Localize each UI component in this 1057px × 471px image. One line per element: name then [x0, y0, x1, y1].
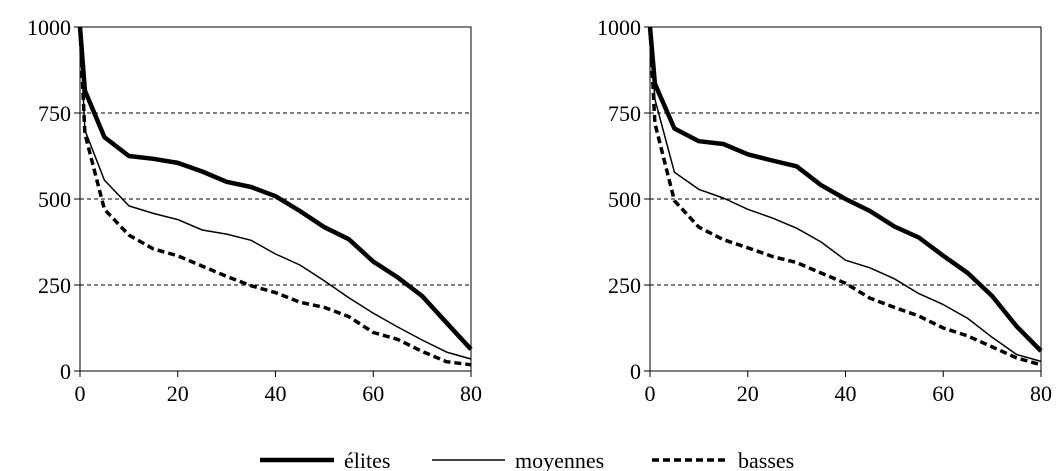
y-tick-label: 1000	[27, 15, 71, 40]
x-tick-label: 80	[1030, 381, 1052, 406]
x-tick-label: 80	[460, 381, 482, 406]
y-tick-label: 750	[608, 101, 641, 126]
x-tick-label: 20	[737, 381, 759, 406]
series-line-moyennes	[649, 26, 1042, 363]
legend-label-basses: basses	[738, 448, 794, 471]
y-tick-label: 750	[38, 101, 71, 126]
y-tick-label: 500	[38, 187, 71, 212]
x-tick-label: 60	[932, 381, 954, 406]
y-tick-label: 0	[630, 359, 641, 384]
x-tick-label: 40	[835, 381, 857, 406]
series-line-moyennes	[79, 26, 472, 360]
x-tick-label: 20	[167, 381, 189, 406]
series-line-elites	[77, 26, 473, 351]
legend-label-elites: élites	[344, 448, 390, 471]
chart-panel-left: 0 250 500 750 1000 0 20 40 60 80	[27, 15, 482, 406]
chart-panel-right: 0 250 500 750 1000 0 20 40 60 80	[597, 15, 1052, 406]
y-tick-label: 500	[608, 187, 641, 212]
legend: élites moyennes basses	[260, 448, 794, 471]
y-tick-label: 1000	[597, 15, 641, 40]
y-tick-label: 250	[608, 273, 641, 298]
x-tick-label: 40	[265, 381, 287, 406]
x-tick-label: 0	[75, 381, 86, 406]
x-tick-label: 0	[645, 381, 656, 406]
legend-label-moyennes: moyennes	[515, 448, 604, 471]
x-tick-label: 60	[362, 381, 384, 406]
y-tick-label: 0	[60, 359, 71, 384]
y-tick-label: 250	[38, 273, 71, 298]
series-line-basses	[648, 26, 1042, 367]
series-line-basses	[78, 26, 472, 367]
series-line-elites	[647, 26, 1043, 353]
